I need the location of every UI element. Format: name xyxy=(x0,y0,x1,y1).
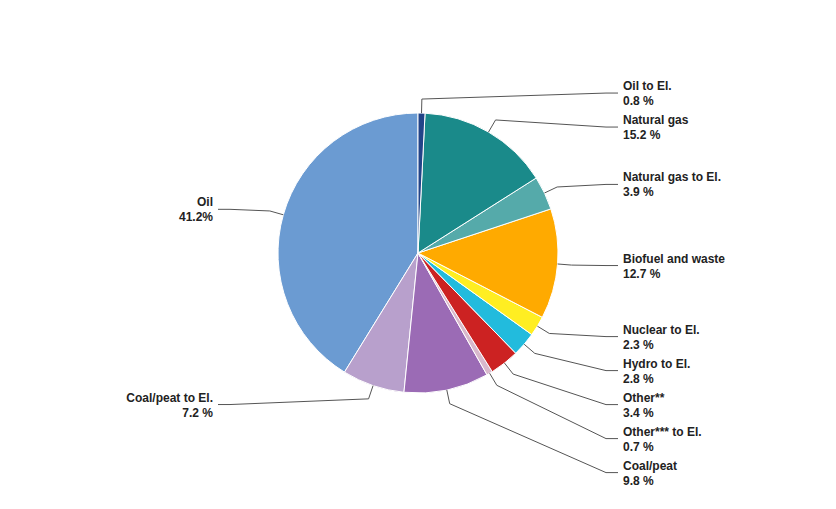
svg-text:Biofuel and waste12.7 %: Biofuel and waste12.7 % xyxy=(623,252,725,281)
svg-text:Hydro to El.2.8 %: Hydro to El.2.8 % xyxy=(623,357,690,386)
svg-text:Natural gas15.2 %: Natural gas15.2 % xyxy=(623,113,689,142)
svg-text:Natural gas to El.3.9 %: Natural gas to El.3.9 % xyxy=(623,170,721,199)
svg-text:Oil41.2%: Oil41.2% xyxy=(179,195,213,224)
svg-text:Coal/peat9.8 %: Coal/peat9.8 % xyxy=(623,459,677,488)
svg-text:Other*** to El.0.7 %: Other*** to El.0.7 % xyxy=(623,425,702,454)
svg-text:Oil to El.0.8 %: Oil to El.0.8 % xyxy=(623,79,672,108)
svg-text:Coal/peat to El.7.2 %: Coal/peat to El.7.2 % xyxy=(126,391,213,420)
svg-text:Other**3.4 %: Other**3.4 % xyxy=(623,391,665,420)
svg-text:Nuclear to El.2.3 %: Nuclear to El.2.3 % xyxy=(623,323,700,352)
